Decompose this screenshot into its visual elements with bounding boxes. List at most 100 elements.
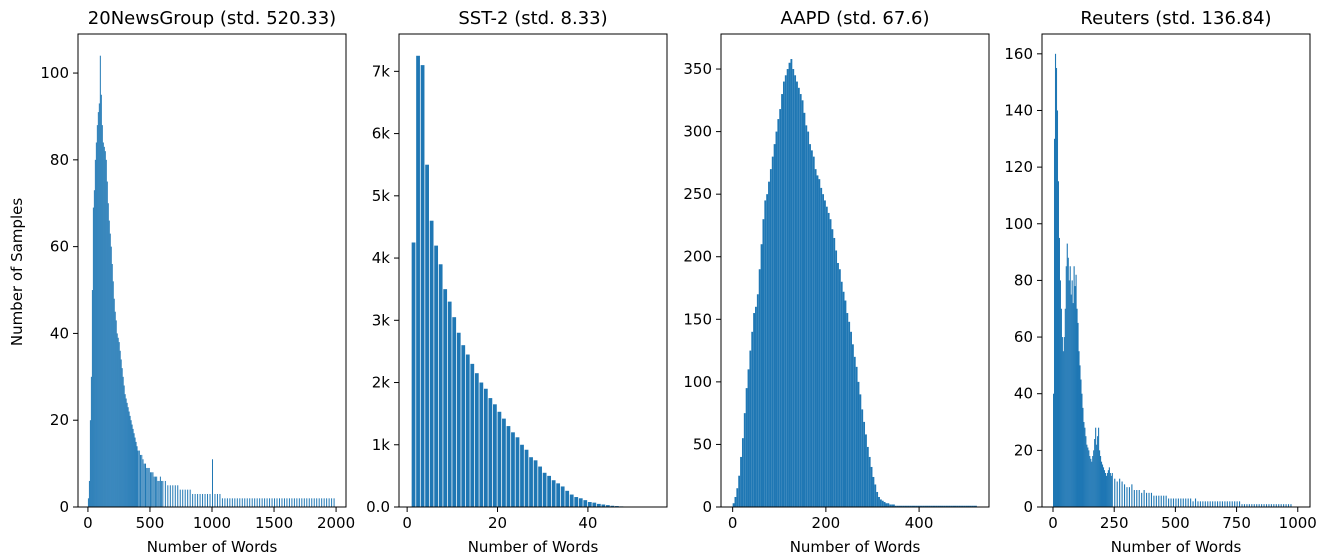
bar xyxy=(835,250,838,508)
bar xyxy=(169,485,171,507)
bar xyxy=(461,345,466,507)
bar xyxy=(601,504,606,507)
x-tick-label: 40 xyxy=(578,514,597,532)
bar xyxy=(878,496,880,507)
bar xyxy=(859,394,862,507)
bar xyxy=(259,498,261,507)
bar xyxy=(1180,498,1182,507)
bar xyxy=(846,313,849,507)
bar xyxy=(296,498,298,507)
bar xyxy=(128,411,130,507)
bar xyxy=(135,441,137,507)
bar xyxy=(1258,504,1260,507)
y-tick-label: 160 xyxy=(1004,45,1033,63)
bar xyxy=(261,498,263,507)
bar xyxy=(1172,498,1175,507)
bar xyxy=(1192,501,1194,507)
bar xyxy=(100,94,102,507)
bar xyxy=(930,505,933,507)
bar xyxy=(149,472,151,507)
bar xyxy=(1083,422,1085,507)
y-tick-label: 20 xyxy=(50,411,69,429)
bar xyxy=(124,394,126,507)
bar xyxy=(820,187,823,507)
bar xyxy=(902,505,905,507)
bar xyxy=(1182,498,1184,507)
bar xyxy=(1066,243,1068,507)
bar xyxy=(286,498,288,507)
y-tick-label: 60 xyxy=(50,238,69,256)
bar xyxy=(1096,444,1098,507)
bar xyxy=(114,311,116,507)
bar xyxy=(318,498,320,507)
bar xyxy=(1068,280,1070,507)
bar xyxy=(1126,487,1128,507)
bar xyxy=(138,450,140,507)
bar xyxy=(107,203,109,508)
bar xyxy=(95,142,97,508)
bar xyxy=(281,498,283,507)
bar xyxy=(1263,504,1265,507)
bar xyxy=(1123,484,1126,507)
bar xyxy=(887,503,890,507)
bar xyxy=(1092,456,1094,507)
bar xyxy=(1155,495,1157,507)
x-tick-label: 250 xyxy=(1100,514,1129,532)
bar xyxy=(801,100,804,507)
bars xyxy=(732,59,977,508)
bar xyxy=(810,150,813,507)
bar xyxy=(331,498,333,507)
bar xyxy=(1168,498,1170,507)
bar xyxy=(732,503,735,507)
bar xyxy=(1199,501,1201,507)
bar xyxy=(177,485,179,507)
bar xyxy=(313,498,315,507)
bar xyxy=(474,373,479,507)
bar xyxy=(470,363,475,507)
bar xyxy=(416,55,420,507)
bar xyxy=(266,498,268,507)
bar xyxy=(850,331,852,507)
bar xyxy=(106,181,108,508)
bar xyxy=(917,505,920,507)
bar xyxy=(172,485,174,507)
bar xyxy=(904,505,907,507)
bar xyxy=(1150,492,1153,507)
bar xyxy=(833,237,836,507)
bar xyxy=(975,505,977,507)
chart-panel-2: 0 20 40 0.0 1k 2k 3k 4k 5k 6k 7k SST-2 (std. 8.33) N… xyxy=(366,8,668,556)
bar xyxy=(1287,504,1290,507)
bar xyxy=(866,446,869,507)
bar xyxy=(872,476,875,507)
bar xyxy=(221,498,223,507)
bar xyxy=(488,398,493,507)
bar xyxy=(164,480,166,507)
bar xyxy=(117,337,119,507)
bar xyxy=(1116,481,1118,507)
bar xyxy=(1078,351,1080,507)
bar xyxy=(919,505,921,507)
bar xyxy=(1104,473,1106,507)
bar xyxy=(1231,501,1233,507)
bar xyxy=(851,344,854,507)
y-tick-label: 7k xyxy=(372,62,391,80)
x-tick-label: 0 xyxy=(83,514,93,532)
x-axis-label: Number of Words xyxy=(790,538,921,556)
bar xyxy=(945,505,948,507)
bar xyxy=(1057,181,1060,507)
bar xyxy=(1055,67,1058,508)
bar xyxy=(231,498,233,507)
bar xyxy=(1073,266,1075,507)
bar xyxy=(1059,280,1061,507)
bar xyxy=(1251,504,1253,507)
bar xyxy=(133,433,135,507)
bar xyxy=(1100,461,1103,507)
bar xyxy=(818,179,821,507)
bar xyxy=(1064,308,1066,507)
bar xyxy=(192,493,194,507)
bar xyxy=(212,459,213,507)
bar xyxy=(816,175,819,507)
bar xyxy=(952,505,955,507)
bar xyxy=(547,475,552,507)
bar xyxy=(104,151,106,508)
